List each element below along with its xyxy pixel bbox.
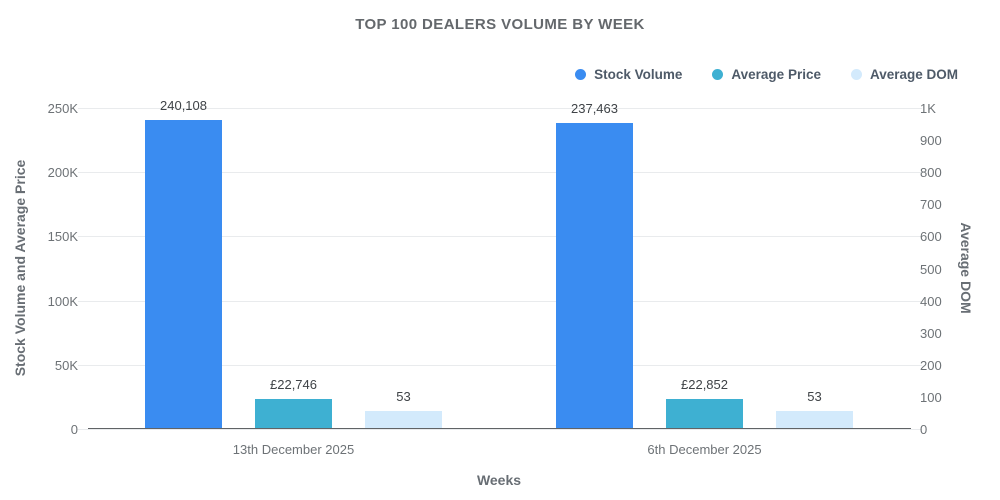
gridline (78, 108, 922, 109)
legend-marker-icon (850, 69, 862, 80)
bar-stock-volume-13th-december-2025[interactable] (145, 119, 222, 428)
y-axis-left-tick-label: 50K (54, 357, 78, 373)
y-axis-right-tick-label: 700 (920, 197, 942, 213)
legend-item-average-price[interactable]: Average Price (712, 67, 821, 82)
gridline (78, 364, 922, 366)
gridline (78, 300, 922, 302)
y-axis-left-tick-label: 0 (70, 422, 78, 437)
legend-label: Average Price (731, 67, 821, 82)
legend-item-stock-volume[interactable]: Stock Volume (575, 67, 682, 82)
y-axis-right-tick-label: 100 (920, 389, 942, 405)
y-axis-left-tick-label: 250K (47, 101, 78, 116)
gridline (78, 172, 922, 174)
legend-marker-icon (575, 69, 587, 80)
x-axis-category-label: 13th December 2025 (232, 442, 355, 457)
bar-average-dom-6th-december-2025[interactable] (776, 411, 853, 428)
y-axis-right-tick-label: 300 (920, 325, 942, 341)
y-axis-left-title: Stock Volume and Average Price (12, 159, 28, 377)
bar-value-label: 53 (807, 389, 822, 404)
bar-value-label: 237,463 (571, 101, 618, 117)
y-axis-left-tick-label: 150K (47, 229, 78, 245)
gridline (78, 236, 922, 238)
bar-stock-volume-6th-december-2025[interactable] (556, 123, 633, 428)
x-axis-category-label: 6th December 2025 (647, 442, 762, 457)
bar-value-label: 53 (396, 389, 411, 404)
y-axis-right-tick-label: 600 (920, 229, 942, 245)
bar-average-price-13th-december-2025[interactable] (255, 398, 332, 428)
plot-area: 240,108 £22,746 53 237,463 £22,852 53 (78, 98, 922, 430)
x-axis-title: Weeks (476, 472, 522, 488)
legend-item-average-dom[interactable]: Average DOM (850, 67, 958, 82)
legend: Stock Volume Average Price Average DOM (575, 67, 958, 82)
y-axis-right-tick-label: 1K (920, 101, 936, 116)
y-axis-right-title: Average DOM (958, 222, 974, 314)
legend-label: Average DOM (869, 67, 958, 82)
y-axis-right-tick-label: 800 (920, 165, 942, 181)
y-axis-right-tick-label: 0 (920, 422, 928, 437)
chart-title: TOP 100 DEALERS VOLUME BY WEEK (355, 16, 645, 33)
bar-value-label: 240,108 (160, 97, 207, 113)
bar-average-price-6th-december-2025[interactable] (666, 398, 743, 428)
y-axis-right-tick-label: 500 (920, 261, 942, 277)
legend-label: Stock Volume (594, 67, 683, 82)
y-axis-right-tick-label: 900 (920, 133, 942, 149)
x-axis-line (88, 428, 911, 429)
y-axis-right-tick-label: 200 (920, 357, 942, 373)
legend-marker-icon (712, 69, 724, 80)
y-axis-left-tick-label: 100K (47, 293, 78, 309)
bar-average-dom-13th-december-2025[interactable] (365, 411, 442, 428)
gridline (78, 429, 922, 430)
y-axis-right-tick-label: 400 (920, 293, 942, 309)
bar-value-label: £22,852 (681, 376, 728, 392)
bar-value-label: £22,746 (270, 376, 317, 392)
y-axis-left-tick-label: 200K (47, 165, 78, 181)
